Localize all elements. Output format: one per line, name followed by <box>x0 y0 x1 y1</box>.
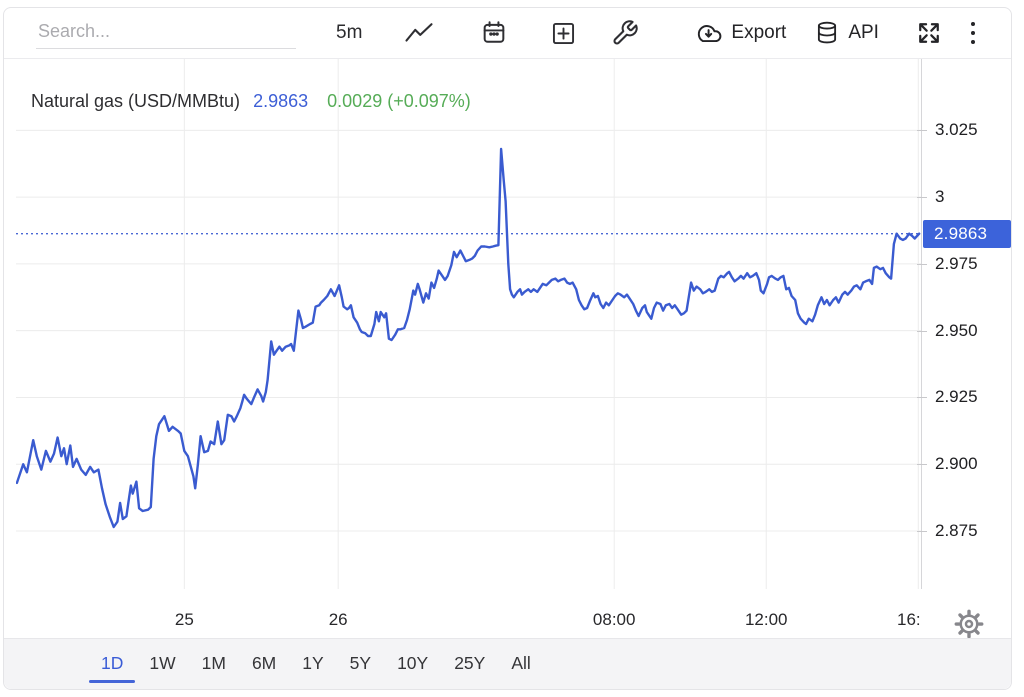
search-input[interactable] <box>36 17 296 49</box>
y-axis-tick <box>917 130 927 132</box>
chart-type-icon[interactable] <box>404 20 434 46</box>
y-axis-label: 2.975 <box>935 253 978 273</box>
y-axis-label: 3.025 <box>935 120 978 140</box>
y-axis-tick <box>917 197 927 199</box>
y-axis-label: 2.950 <box>935 320 978 340</box>
price-change: 0.0029 (+0.097%) <box>327 91 471 111</box>
range-tab-1w[interactable]: 1W <box>149 653 176 673</box>
y-axis-label: 3 <box>935 187 945 207</box>
x-axis-label: 12:00 <box>744 610 788 629</box>
range-tab-1m[interactable]: 1M <box>201 653 226 673</box>
export-label: Export <box>731 22 787 43</box>
y-axis-label: 2.925 <box>935 387 978 407</box>
x-axis-labels: 25 26 08:00 12:00 16:00 <box>4 589 921 638</box>
current-price-box: 2.9863 <box>923 219 1011 248</box>
api-label: API <box>848 22 879 43</box>
settings-gear-icon[interactable] <box>952 607 986 641</box>
range-tab-1y[interactable]: 1Y <box>302 653 324 673</box>
range-tab-25y[interactable]: 25Y <box>454 653 486 673</box>
toolbar: 5m <box>4 8 1011 59</box>
export-button[interactable]: Export <box>693 20 786 46</box>
range-tab-10y[interactable]: 10Y <box>397 653 429 673</box>
range-tab-6m[interactable]: 6M <box>251 653 277 673</box>
database-icon <box>814 19 840 47</box>
interval-button[interactable]: 5m <box>336 22 363 43</box>
range-tab-5y[interactable]: 5Y <box>349 653 372 673</box>
chart-plot-area[interactable]: Natural gas (USD/MMBtu) 2.9863 0.0029 (+… <box>4 59 921 589</box>
y-axis-tick <box>917 263 927 265</box>
x-axis-label: 16:00 <box>897 610 921 629</box>
y-axis-label: 2.900 <box>935 454 978 474</box>
chart-legend: Natural gas (USD/MMBtu) 2.9863 0.0029 (+… <box>31 91 471 112</box>
x-axis-label: 08:00 <box>592 610 636 629</box>
range-tabs: 1D 1W 1M 6M 1Y 5Y 10Y 25Y All <box>4 638 1011 689</box>
last-price: 2.9863 <box>253 91 309 111</box>
range-tab-all[interactable]: All <box>511 653 531 673</box>
x-axis-label: 25 <box>174 610 194 629</box>
y-axis-tick <box>917 531 927 533</box>
instrument-title: Natural gas (USD/MMBtu) <box>31 91 241 111</box>
range-tab-1d[interactable]: 1D <box>88 652 136 674</box>
kebab-menu-icon[interactable] <box>969 18 977 48</box>
price-line-chart <box>16 59 921 589</box>
calendar-icon[interactable] <box>480 19 508 47</box>
y-axis-label: 2.875 <box>935 521 978 541</box>
y-axis: 2.9863 3.025 3 2.975 2.950 2.925 2.900 2.875 <box>917 59 1013 589</box>
price-line-series <box>16 147 921 529</box>
api-button[interactable]: API <box>814 19 879 47</box>
add-indicator-icon[interactable] <box>550 20 577 47</box>
fullscreen-icon[interactable] <box>915 19 943 47</box>
tools-wrench-icon[interactable] <box>611 19 639 47</box>
x-axis-label: 26 <box>328 610 348 629</box>
cloud-download-icon <box>693 20 723 46</box>
y-axis-tick <box>917 397 927 399</box>
y-axis-tick <box>917 464 927 466</box>
y-axis-tick <box>917 330 927 332</box>
chart-widget-card: 5m <box>3 7 1012 690</box>
